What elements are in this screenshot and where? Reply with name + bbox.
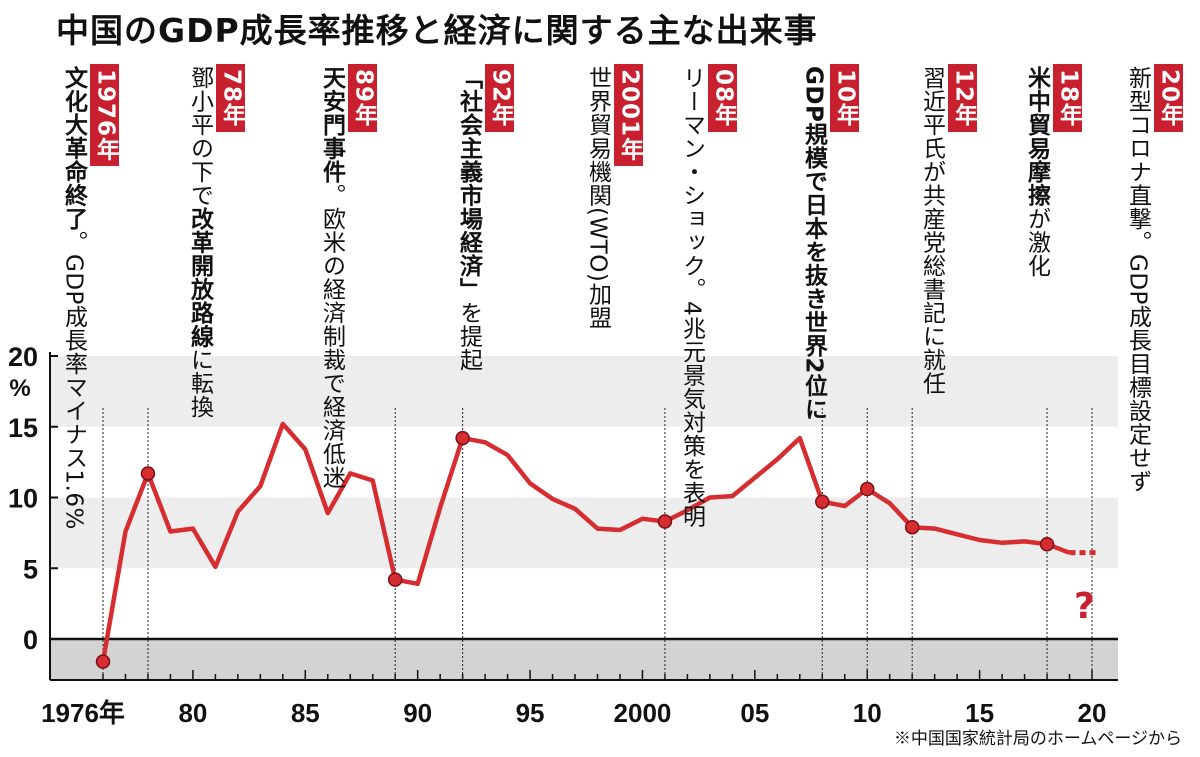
event-year-tag: 20年 xyxy=(1154,64,1184,133)
band-15-20 xyxy=(50,356,1118,427)
event-description: 文化大革命終了。GDP成長率マイナス1.6% xyxy=(60,66,87,530)
event-description: 「社会主義市場経済」を提起 xyxy=(455,66,482,372)
x-tick-label-05: 05 xyxy=(740,698,769,728)
event-1976: 1976年 文化大革命終了。GDP成長率マイナス1.6% xyxy=(60,64,120,530)
point-2008 xyxy=(815,494,830,509)
event-2012: 12年 習近平氏が共産党総書記に就任 xyxy=(918,64,978,395)
source-note: ※中国国家統計局のホームページから xyxy=(893,729,1182,749)
event-description: 米中貿易摩擦が激化 xyxy=(1023,66,1050,278)
x-tick-label-1976年: 1976年 xyxy=(41,698,125,728)
event-2001: 2001年 世界貿易機関(WTO)加盟 xyxy=(584,64,644,330)
event-1978: 78年 鄧小平の下で改革開放路線に転換 xyxy=(186,64,246,419)
event-description: 鄧小平の下で改革開放路線に転換 xyxy=(186,66,213,419)
y-tick-label-10: 10 xyxy=(8,484,38,514)
event-year-tag: 12年 xyxy=(948,64,978,133)
y-tick-label-15: 15 xyxy=(8,413,38,443)
x-tick-label-15: 15 xyxy=(965,698,994,728)
x-tick-label-85: 85 xyxy=(291,698,320,728)
unknown-2020-value-mark: ? xyxy=(1074,586,1095,627)
y-tick-label-20: 20 xyxy=(8,342,38,372)
x-tick-label-2000: 2000 xyxy=(614,698,672,728)
x-tick-label-20: 20 xyxy=(1078,698,1107,728)
event-year-tag: 78年 xyxy=(216,64,246,133)
y-tick-label-0: 0 xyxy=(23,625,38,655)
event-2020: 20年 新型コロナ直撃。GDP成長目標設定せず xyxy=(1124,64,1184,493)
point-2018 xyxy=(1039,536,1055,552)
event-year-tag: 08年 xyxy=(708,64,738,133)
event-year-tag: 18年 xyxy=(1053,64,1083,133)
y-axis-unit: % xyxy=(9,375,30,402)
event-2018: 18年 米中貿易摩擦が激化 xyxy=(1023,64,1083,278)
point-2010 xyxy=(859,481,875,497)
event-year-tag: 89年 xyxy=(348,64,378,133)
event-description: GDP規模で日本を抜き世界2位に xyxy=(800,66,827,421)
point-2012 xyxy=(904,519,920,535)
point-1992 xyxy=(455,430,470,446)
event-year-tag: 92年 xyxy=(485,64,515,133)
event-2010: 10年 GDP規模で日本を抜き世界2位に xyxy=(800,64,860,421)
chart-title: 中国のGDP成長率推移と経済に関する主な出来事 xyxy=(56,11,818,50)
point-2001 xyxy=(657,514,673,529)
point-1989 xyxy=(387,572,403,587)
event-description: 習近平氏が共産党総書記に就任 xyxy=(918,66,945,395)
x-tick-label-90: 90 xyxy=(403,698,432,728)
event-year-tag: 2001年 xyxy=(614,64,644,167)
event-year-tag: 10年 xyxy=(830,64,860,133)
event-description: リーマン・ショック。4兆元景気対策を表明 xyxy=(678,66,705,528)
event-2008: 08年 リーマン・ショック。4兆元景気対策を表明 xyxy=(678,64,738,528)
x-tick-label-80: 80 xyxy=(178,698,207,728)
y-tick-label-5: 5 xyxy=(23,554,38,584)
event-1989: 89年 天安門事件。欧米の経済制裁で経済低迷 xyxy=(318,64,378,489)
x-tick-label-10: 10 xyxy=(853,698,882,728)
event-year-tag: 1976年 xyxy=(90,64,120,167)
event-description: 天安門事件。欧米の経済制裁で経済低迷 xyxy=(318,66,345,489)
event-description: 世界貿易機関(WTO)加盟 xyxy=(584,66,611,330)
point-1976 xyxy=(95,654,111,669)
negative-region xyxy=(50,639,1118,680)
x-tick-label-95: 95 xyxy=(516,698,545,728)
event-1992: 92年 「社会主義市場経済」を提起 xyxy=(455,64,515,372)
point-1978 xyxy=(140,466,156,481)
event-description: 新型コロナ直撃。GDP成長目標設定せず xyxy=(1124,66,1151,493)
